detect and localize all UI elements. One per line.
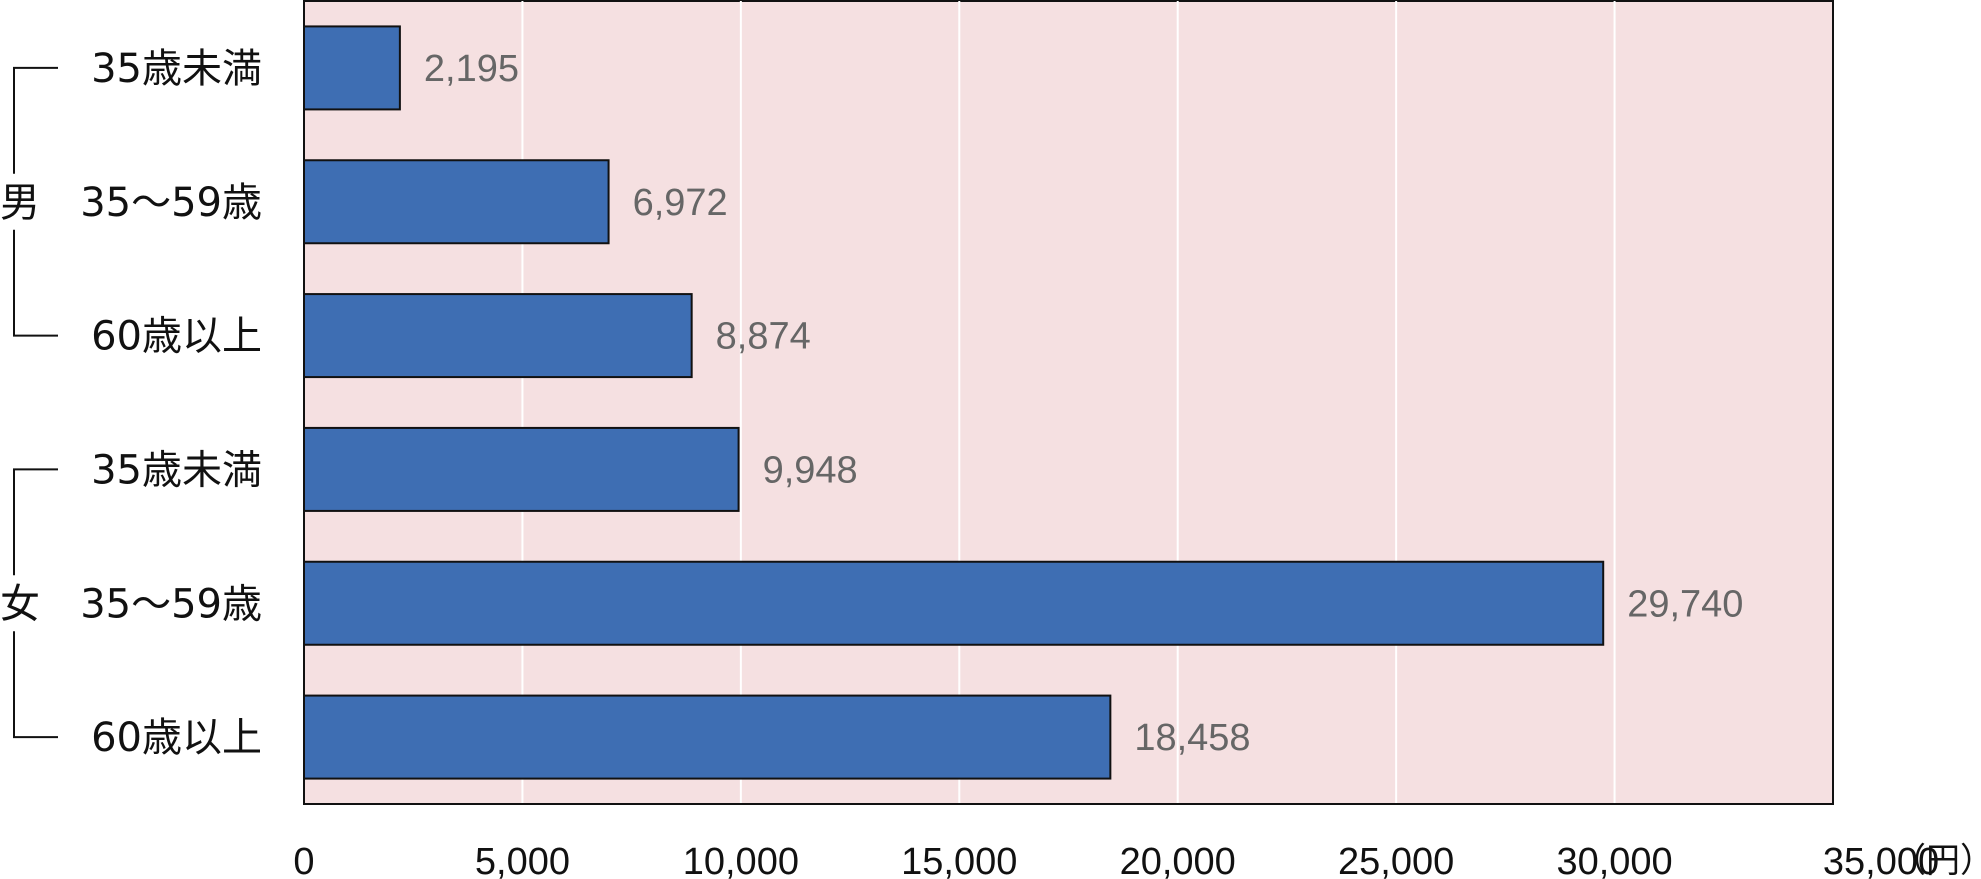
data-label: 29,740 [1627,583,1743,625]
bar [303,426,740,512]
gridlines [521,1,1616,804]
category-label: 35～59歳 [80,180,262,226]
group-bracket [13,468,58,739]
data-label: 9,948 [763,449,858,491]
x-tick-label: 5,000 [475,841,570,879]
bar [303,293,693,379]
category-label: 35歳未満 [91,46,262,92]
data-label: 18,458 [1134,717,1250,759]
category-label: 60歳以上 [91,314,262,360]
bars [303,25,1605,780]
bar [303,694,1112,780]
group-bracket [13,66,58,337]
x-axis-unit-label: （円） [1892,841,1981,879]
x-tick-label: 20,000 [1120,841,1236,879]
x-tick-label: 25,000 [1338,841,1454,879]
data-label: 8,874 [716,316,811,358]
category-label: 35～59歳 [80,581,262,627]
group-label: 女 [0,581,40,627]
x-tick-label: 10,000 [683,841,799,879]
bar [303,25,401,111]
x-axis-tick-labels: 0 5,000 10,000 15,000 20,000 25,000 30,000 35,0… [293,841,1939,879]
group-label: 男 [0,180,40,226]
x-tick-label: 0 [293,841,314,879]
plot-area [303,0,1834,805]
data-label: 6,972 [633,182,728,224]
bar [303,159,610,245]
x-tick-label: 15,000 [901,841,1017,879]
x-tick-label: 30,000 [1556,841,1672,879]
data-labels: 2,195 6,972 8,874 9,948 29,740 18,458 [424,48,1744,759]
category-label: 60歳以上 [91,715,262,761]
axes [303,1,1833,805]
category-label: 35歳未満 [91,447,262,493]
group-labels: 男女 [0,66,58,739]
x-tick-label: 35,000 [1823,841,1939,879]
data-label: 2,195 [424,48,519,90]
category-labels: 35歳未満 35～59歳 60歳以上 35歳未満 35～59歳 60歳以上 [80,46,262,761]
bar [303,560,1605,646]
